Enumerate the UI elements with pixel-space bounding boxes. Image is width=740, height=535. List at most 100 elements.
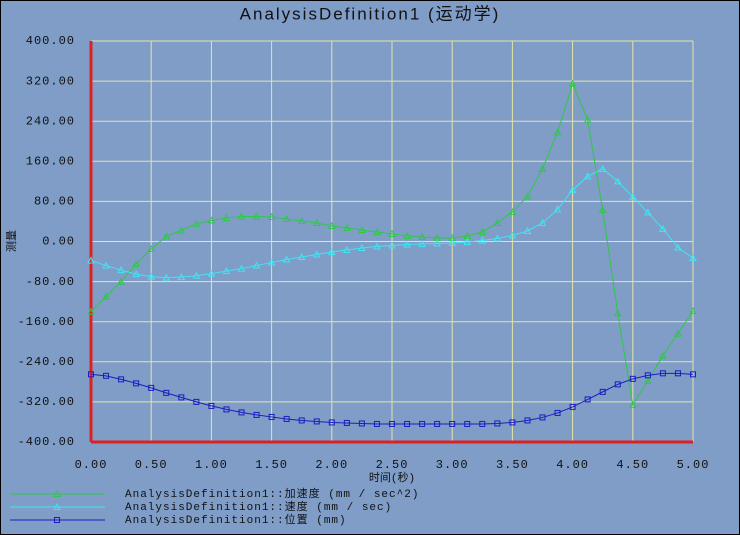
data-point — [162, 273, 171, 281]
data-point — [373, 242, 381, 250]
data-point — [193, 398, 200, 405]
y-tick-label: -80.00 — [26, 275, 75, 289]
x-tick-label: 2.50 — [376, 458, 409, 472]
x-tick-label: 3.50 — [496, 458, 529, 472]
legend-label: AnalysisDefinition1::加速度 (mm / sec^2) — [125, 486, 419, 501]
data-point — [298, 417, 305, 424]
data-point — [538, 218, 547, 226]
data-point — [583, 172, 592, 180]
data-point — [282, 255, 291, 263]
data-point — [403, 231, 411, 239]
x-tick-label: 5.00 — [677, 458, 710, 472]
data-point — [478, 236, 487, 244]
y-tick-label: 0.00 — [42, 235, 75, 249]
y-tick-label: 80.00 — [34, 195, 75, 209]
x-axis-label: 时间(秒) — [369, 470, 415, 485]
chart-title: AnalysisDefinition1 (运动学) — [240, 4, 501, 23]
data-point — [282, 214, 291, 222]
data-point — [327, 221, 336, 229]
data-point — [207, 269, 216, 277]
data-point — [629, 375, 636, 382]
data-point — [268, 413, 275, 420]
data-point — [674, 370, 681, 377]
data-point — [628, 192, 637, 200]
data-point — [613, 309, 622, 317]
data-point — [479, 420, 486, 427]
data-point — [133, 380, 140, 387]
data-point — [207, 216, 216, 224]
x-tick-label: 0.00 — [75, 458, 108, 472]
data-point — [238, 409, 245, 416]
data-point — [192, 219, 201, 227]
data-point — [253, 411, 260, 418]
x-tick-label: 1.00 — [195, 458, 228, 472]
data-point — [237, 212, 246, 220]
data-point — [147, 272, 156, 280]
data-point — [493, 218, 502, 226]
data-point — [343, 419, 350, 426]
data-point — [403, 240, 411, 248]
data-point — [389, 420, 395, 427]
data-point — [569, 403, 576, 410]
data-point — [418, 232, 426, 240]
data-point — [132, 270, 140, 278]
data-point — [312, 250, 321, 258]
data-point — [237, 264, 246, 272]
y-tick-label: -240.00 — [18, 355, 75, 369]
data-point — [147, 244, 156, 253]
data-point — [478, 227, 487, 235]
y-axis-label: 测量 — [5, 230, 19, 252]
data-point — [87, 307, 95, 315]
data-point — [312, 218, 321, 226]
data-point — [118, 376, 125, 383]
data-point — [433, 239, 441, 247]
data-point — [674, 329, 682, 337]
data-point — [659, 351, 667, 359]
data-point — [434, 420, 441, 427]
data-point — [267, 258, 276, 266]
data-point — [327, 247, 336, 256]
data-point — [223, 406, 230, 413]
data-point — [358, 243, 366, 252]
data-point — [388, 229, 396, 237]
data-point — [554, 409, 561, 416]
data-point — [494, 420, 501, 427]
data-point — [192, 271, 201, 279]
legend-label: AnalysisDefinition1::速度 (mm / sec) — [125, 499, 392, 514]
data-point — [583, 115, 592, 123]
data-point — [524, 417, 531, 424]
data-point — [283, 415, 290, 422]
x-tick-label: 0.50 — [135, 458, 168, 472]
data-point — [598, 164, 607, 172]
y-tick-label: -320.00 — [18, 395, 75, 409]
data-point — [689, 253, 697, 262]
data-point — [297, 252, 306, 261]
x-tick-label: 4.50 — [616, 458, 649, 472]
data-point — [297, 216, 306, 224]
x-tick-label: 1.50 — [255, 458, 288, 472]
data-point — [252, 212, 261, 220]
data-point — [644, 376, 652, 384]
data-point — [644, 372, 651, 379]
data-point — [674, 243, 682, 251]
data-point — [117, 277, 125, 285]
data-point — [659, 224, 667, 232]
data-point — [493, 234, 502, 242]
x-tick-label: 4.00 — [556, 458, 589, 472]
data-point — [584, 396, 591, 403]
legend-label: AnalysisDefinition1::位置 (mm) — [125, 512, 347, 527]
legend-marker — [54, 517, 60, 523]
x-tick-label: 3.00 — [436, 458, 469, 472]
data-point — [448, 238, 457, 247]
data-point — [523, 192, 532, 200]
data-point — [523, 226, 532, 234]
data-point — [343, 245, 351, 254]
data-point — [418, 239, 426, 248]
data-point — [267, 212, 276, 220]
data-point — [614, 381, 621, 388]
data-point — [538, 164, 547, 172]
data-point — [644, 208, 652, 216]
data-point — [87, 256, 95, 264]
data-point — [132, 260, 140, 268]
